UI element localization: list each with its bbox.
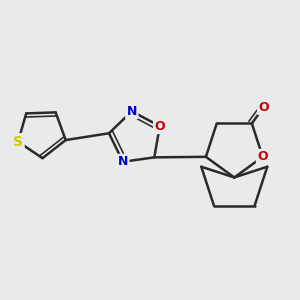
Text: O: O <box>257 150 268 163</box>
Text: S: S <box>13 135 23 149</box>
Text: O: O <box>154 120 165 133</box>
Text: O: O <box>258 100 269 114</box>
Text: N: N <box>127 105 137 118</box>
Text: N: N <box>118 155 128 168</box>
